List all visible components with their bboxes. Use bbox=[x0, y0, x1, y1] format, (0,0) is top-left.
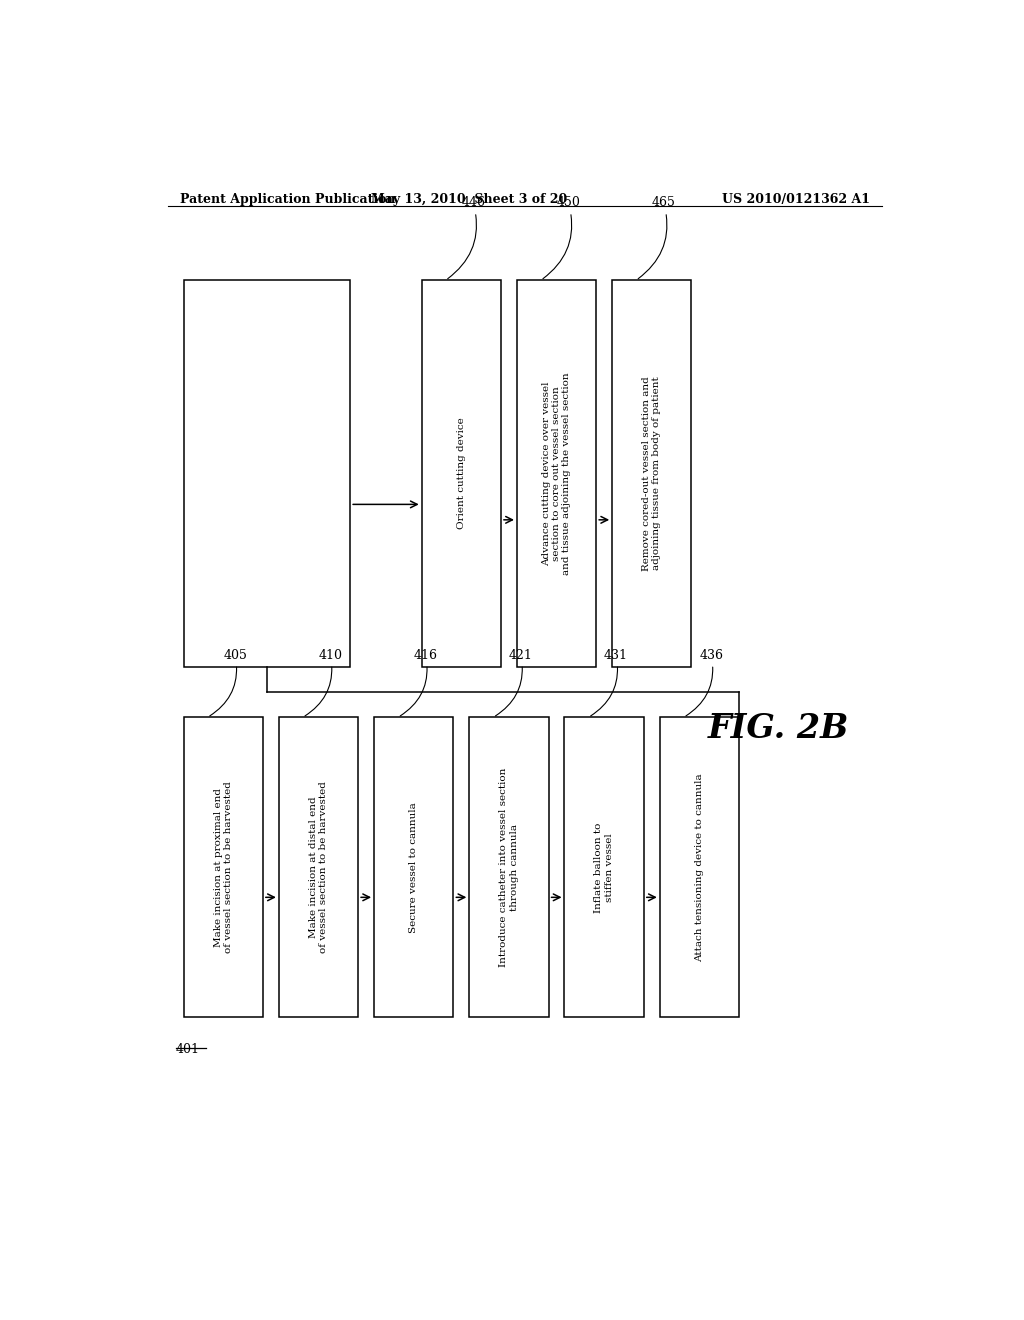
Bar bbox=[564, 718, 644, 1018]
Text: Advance cutting device over vessel
section to core out vessel section
and tissue: Advance cutting device over vessel secti… bbox=[542, 372, 571, 574]
Text: 446: 446 bbox=[447, 197, 485, 279]
Text: Orient cutting device: Orient cutting device bbox=[457, 417, 466, 529]
Text: Patent Application Publication: Patent Application Publication bbox=[179, 193, 395, 206]
Text: Introduce catheter into vessel section
through cannula: Introduce catheter into vessel section t… bbox=[500, 768, 518, 968]
Text: 465: 465 bbox=[638, 197, 676, 279]
Text: Inflate balloon to
stiffen vessel: Inflate balloon to stiffen vessel bbox=[595, 822, 613, 912]
Text: May 13, 2010  Sheet 3 of 20: May 13, 2010 Sheet 3 of 20 bbox=[371, 193, 567, 206]
Text: 410: 410 bbox=[305, 648, 342, 715]
Text: 405: 405 bbox=[210, 648, 247, 715]
Text: 416: 416 bbox=[400, 648, 437, 715]
Bar bbox=[183, 718, 263, 1018]
Text: Attach tensioning device to cannula: Attach tensioning device to cannula bbox=[695, 774, 703, 962]
Text: 436: 436 bbox=[686, 648, 723, 715]
Text: 401: 401 bbox=[176, 1043, 200, 1056]
Text: Make incision at distal end
of vessel section to be harvested: Make incision at distal end of vessel se… bbox=[309, 781, 328, 953]
Bar bbox=[279, 718, 358, 1018]
Bar bbox=[469, 718, 549, 1018]
Text: Secure vessel to cannula: Secure vessel to cannula bbox=[410, 803, 418, 933]
Bar bbox=[183, 280, 350, 667]
Text: 450: 450 bbox=[543, 197, 581, 279]
Bar bbox=[517, 280, 596, 667]
Bar bbox=[659, 718, 739, 1018]
Text: 421: 421 bbox=[496, 648, 532, 715]
Text: 431: 431 bbox=[591, 648, 628, 715]
Text: Remove cored-out vessel section and
adjoining tissue from body of patient: Remove cored-out vessel section and adjo… bbox=[642, 376, 662, 570]
Text: US 2010/0121362 A1: US 2010/0121362 A1 bbox=[722, 193, 870, 206]
Bar bbox=[422, 280, 501, 667]
Bar bbox=[612, 280, 691, 667]
Bar bbox=[374, 718, 454, 1018]
Text: FIG. 2B: FIG. 2B bbox=[708, 713, 849, 746]
Text: Make incision at proximal end
of vessel section to be harvested: Make incision at proximal end of vessel … bbox=[214, 781, 232, 953]
